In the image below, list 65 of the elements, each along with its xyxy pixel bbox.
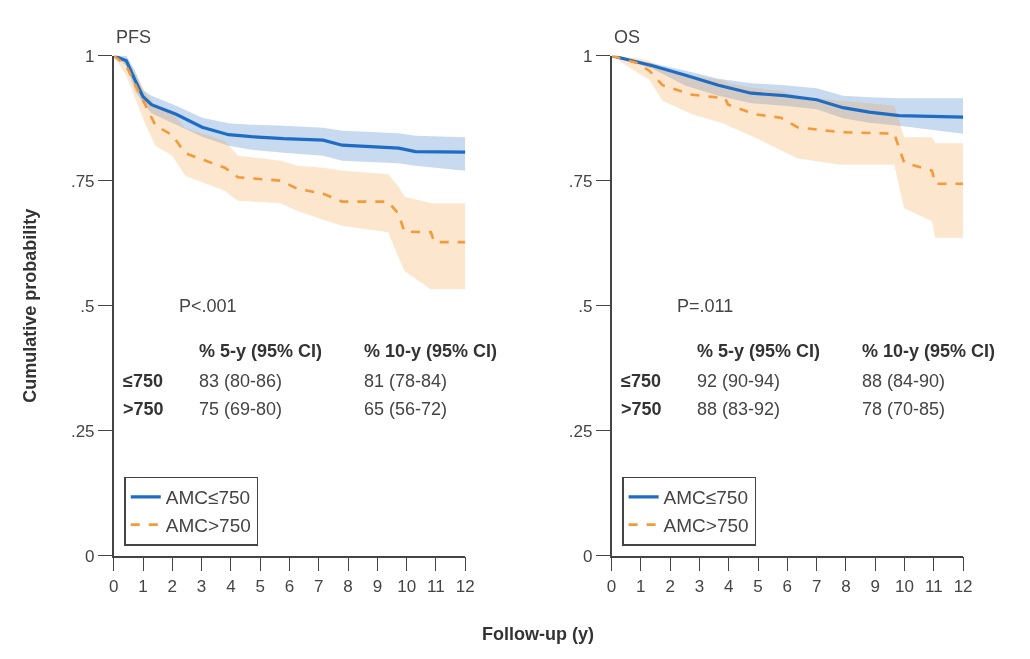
annotation: 88 (83-92) bbox=[697, 399, 781, 419]
annotation: 83 (80-86) bbox=[199, 371, 283, 391]
annotation: % 5-y (95% CI) bbox=[697, 341, 821, 361]
x-tick-label: 10 bbox=[397, 576, 417, 596]
x-tick-label: 9 bbox=[870, 576, 880, 596]
annotation: 88 (84-90) bbox=[862, 371, 946, 391]
x-tick-label: 11 bbox=[427, 576, 445, 596]
x-tick-label: 9 bbox=[372, 576, 383, 596]
line-series bbox=[611, 55, 964, 185]
chart-title: PFS bbox=[116, 27, 152, 47]
x-tick-label: 7 bbox=[811, 576, 822, 596]
x-tick-label: 6 bbox=[284, 576, 295, 596]
chart-title: OS bbox=[614, 27, 641, 47]
x-tick-label: 10 bbox=[895, 576, 914, 596]
y-tick-label: .5 bbox=[80, 296, 95, 316]
y-tick-label: .5 bbox=[578, 296, 593, 316]
x-tick-label: 1 bbox=[138, 576, 148, 596]
x-tick-label: 4 bbox=[724, 576, 734, 596]
annotation: % 10-y (95% CI) bbox=[364, 341, 498, 361]
legend-label: AMC>750 bbox=[663, 515, 749, 537]
annotation: 92 (90-94) bbox=[697, 371, 781, 391]
annotation: >750 bbox=[621, 399, 662, 419]
x-tick-label: 6 bbox=[782, 576, 793, 596]
annotation: P=.011 bbox=[677, 296, 734, 316]
x-axis-title: Follow-up (y) bbox=[482, 624, 594, 644]
x-tick-label: 8 bbox=[343, 576, 353, 596]
annotation: 75 (69-80) bbox=[199, 399, 283, 419]
x-tick-label: 5 bbox=[255, 576, 265, 596]
line-series bbox=[113, 55, 466, 244]
y-axis-title: Cumulative probability bbox=[19, 208, 40, 403]
y-tick-label: 0 bbox=[582, 546, 593, 566]
annotation: % 10-y (95% CI) bbox=[862, 341, 996, 361]
legend-label: AMC≤750 bbox=[165, 487, 251, 509]
x-tick-label: 5 bbox=[753, 576, 763, 596]
x-tick-label: 3 bbox=[694, 576, 705, 596]
annotation: ≤750 bbox=[123, 371, 163, 391]
x-tick-label: 0 bbox=[108, 576, 119, 596]
x-tick-label: 2 bbox=[167, 576, 178, 596]
annotation: >750 bbox=[123, 399, 164, 419]
y-tick-label: .75 bbox=[568, 171, 593, 191]
y-tick-label: .25 bbox=[70, 421, 95, 441]
annotation: 81 (78-84) bbox=[364, 371, 448, 391]
legend-label: AMC≤750 bbox=[663, 487, 748, 509]
y-tick-label: 0 bbox=[85, 546, 95, 566]
y-tick-label: 1 bbox=[85, 46, 95, 66]
y-tick-label: .25 bbox=[568, 421, 593, 441]
x-tick-label: 8 bbox=[841, 576, 851, 596]
x-tick-label: 0 bbox=[606, 576, 617, 596]
annotation: 78 (70-85) bbox=[862, 399, 946, 419]
x-tick-label: 11 bbox=[924, 576, 943, 596]
annotation: 65 (56-72) bbox=[364, 399, 448, 419]
x-tick-label: 7 bbox=[314, 576, 324, 596]
legend-label: AMC>750 bbox=[165, 515, 251, 537]
x-tick-label: 1 bbox=[636, 576, 646, 596]
annotation: % 5-y (95% CI) bbox=[199, 341, 323, 361]
line-series bbox=[611, 55, 964, 119]
x-tick-label: 12 bbox=[953, 576, 973, 596]
annotation: P<.001 bbox=[179, 296, 237, 316]
y-tick-label: 1 bbox=[582, 46, 593, 66]
x-tick-label: 4 bbox=[226, 576, 236, 596]
x-tick-label: 12 bbox=[455, 576, 475, 596]
y-tick-label: .75 bbox=[70, 171, 95, 191]
annotation: ≤750 bbox=[621, 371, 661, 391]
x-tick-label: 2 bbox=[665, 576, 675, 596]
x-tick-label: 3 bbox=[196, 576, 207, 596]
